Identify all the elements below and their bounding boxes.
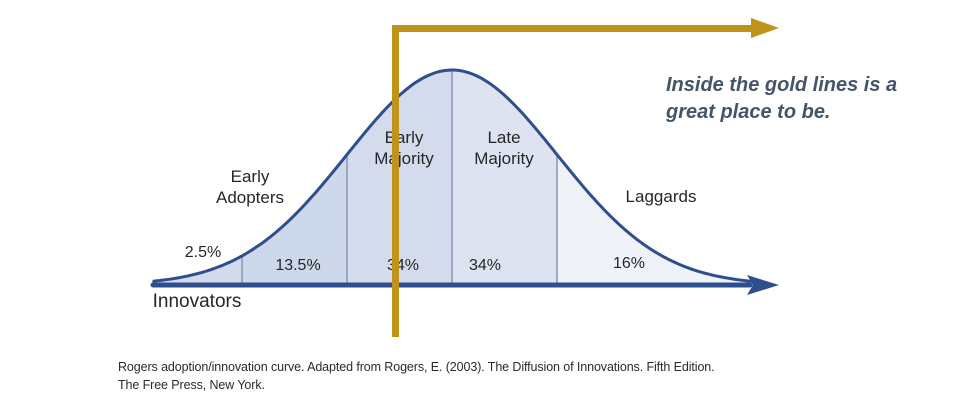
figure-caption: Rogers adoption/innovation curve. Adapte… — [118, 360, 715, 392]
early-majority-label: Early Majority — [374, 128, 434, 168]
gold-horizontal-line — [392, 25, 752, 32]
late-majority-percent: 34% — [468, 257, 502, 274]
late-majority-label: Late Majority — [474, 128, 534, 168]
innovators-label: Innovators — [152, 291, 242, 312]
early-adopters-percent: 13.5% — [275, 257, 321, 274]
annotation-text: Inside the gold lines is a great place t… — [666, 74, 898, 123]
gold-arrow-head-icon — [751, 18, 779, 38]
laggards-label: Laggards — [625, 187, 697, 206]
laggards-percent: 16% — [612, 255, 646, 272]
gold-vertical-line — [392, 25, 399, 337]
innovators-percent: 2.5% — [184, 244, 222, 261]
early-adopters-label: Early Adopters — [215, 167, 285, 207]
